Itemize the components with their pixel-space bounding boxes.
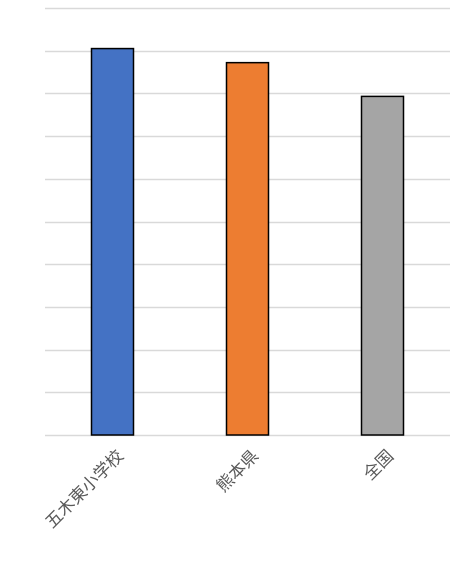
bars — [90, 47, 405, 436]
bar-national — [360, 95, 405, 436]
x-tick-label: 全国 — [360, 446, 398, 484]
x-tick-label: 五木東小学校 — [42, 446, 128, 532]
bar-gomoku-higashi-elementary — [90, 47, 135, 436]
x-tick-label: 熊本県 — [213, 446, 263, 496]
bar-kumamoto-prefecture — [225, 61, 270, 436]
x-axis-labels: 五木東小学校 熊本県 全国 — [42, 446, 398, 532]
